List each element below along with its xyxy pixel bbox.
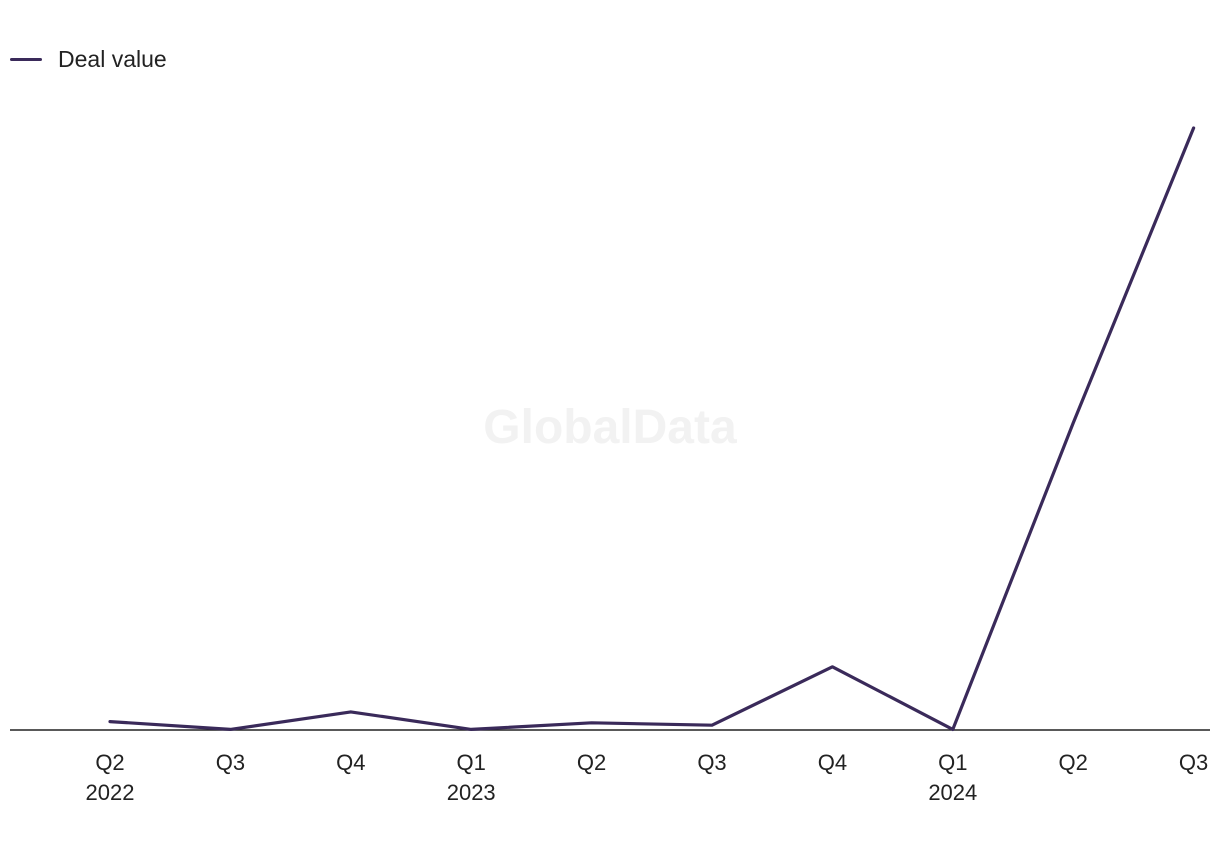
watermark-text: GlobalData [483,401,737,454]
x-tick-label: Q2 [1059,750,1088,775]
x-tick-label: Q3 [697,750,726,775]
data-point[interactable] [1188,122,1200,134]
x-tick-year-label: 2023 [447,780,496,805]
x-tick-label: Q1 [457,750,486,775]
data-point[interactable] [345,706,357,718]
data-point[interactable] [104,716,116,728]
x-tick-year-label: 2022 [86,780,135,805]
legend-label-deal-value: Deal value [58,46,167,72]
x-tick-label: Q4 [336,750,365,775]
legend-swatch-deal-value [10,58,42,61]
series-line-deal-value [108,126,1196,732]
x-tick-label: Q3 [216,750,245,775]
x-tick-label: Q3 [1179,750,1208,775]
data-point[interactable] [1067,417,1079,429]
data-point[interactable] [826,661,838,673]
data-point[interactable] [224,723,236,735]
data-point[interactable] [586,717,598,729]
data-point[interactable] [465,723,477,735]
data-point[interactable] [947,723,959,735]
data-point[interactable] [706,719,718,731]
x-tick-label: Q2 [577,750,606,775]
x-tick-label: Q1 [938,750,967,775]
x-tick-year-label: 2024 [928,780,977,805]
legend: Deal value [10,46,167,73]
x-tick-label: Q4 [818,750,847,775]
x-tick-label: Q2 [95,750,124,775]
